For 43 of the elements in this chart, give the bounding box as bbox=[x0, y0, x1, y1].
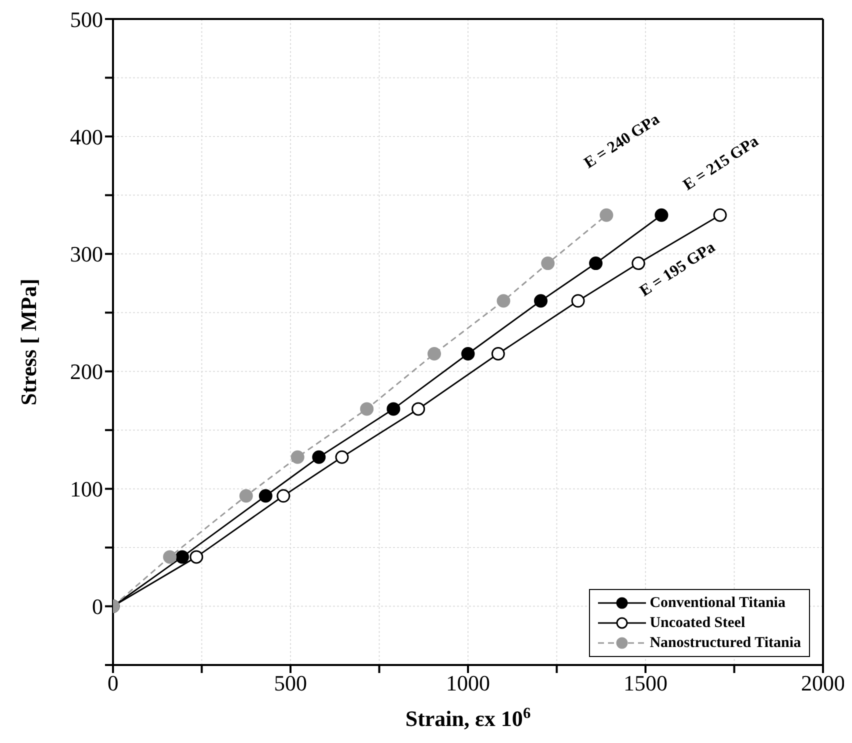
y-tick-label: 400 bbox=[70, 124, 103, 150]
x-tick-label: 500 bbox=[274, 670, 307, 696]
point bbox=[589, 256, 603, 270]
point bbox=[428, 346, 442, 360]
point bbox=[312, 450, 326, 464]
annotation: E = 195 GPa bbox=[636, 238, 718, 300]
point bbox=[360, 402, 374, 416]
y-tick-label: 100 bbox=[70, 476, 103, 502]
y-tick-label: 300 bbox=[70, 242, 103, 267]
point bbox=[276, 489, 290, 503]
y-tick-label: 0 bbox=[92, 594, 103, 620]
annotation: E = 215 GPa bbox=[680, 132, 762, 194]
point bbox=[386, 402, 400, 416]
point bbox=[190, 550, 204, 564]
x-tick-label: 2000 bbox=[801, 670, 845, 696]
point bbox=[290, 450, 304, 464]
legend-label: Nanostructured Titania bbox=[650, 634, 801, 653]
point bbox=[335, 450, 349, 464]
legend-label: Conventional Titania bbox=[650, 594, 786, 613]
point bbox=[461, 346, 475, 360]
x-axis-title: Strain, εx 10$^{6}$ bbox=[405, 704, 531, 731]
point bbox=[412, 402, 426, 416]
x-tick-label: 1000 bbox=[446, 670, 490, 696]
point bbox=[571, 294, 585, 308]
point bbox=[632, 256, 646, 270]
y-axis-title: Stress [ MPa] bbox=[16, 278, 41, 406]
x-tick-label: 1500 bbox=[624, 670, 668, 696]
point bbox=[713, 208, 727, 222]
point bbox=[600, 208, 614, 222]
point bbox=[258, 489, 272, 503]
y-tick-label: 200 bbox=[70, 359, 103, 384]
point bbox=[491, 346, 505, 360]
x-tick-label: 0 bbox=[108, 670, 118, 696]
point bbox=[654, 208, 668, 222]
legend-label: Uncoated Steel bbox=[650, 614, 746, 633]
point bbox=[496, 294, 510, 308]
point bbox=[239, 489, 253, 503]
y-tick-label: 500 bbox=[70, 6, 103, 32]
point bbox=[534, 294, 548, 308]
point bbox=[175, 550, 189, 564]
point bbox=[541, 256, 555, 270]
point bbox=[163, 550, 177, 564]
annotation: E = 240 GPa bbox=[581, 110, 663, 172]
